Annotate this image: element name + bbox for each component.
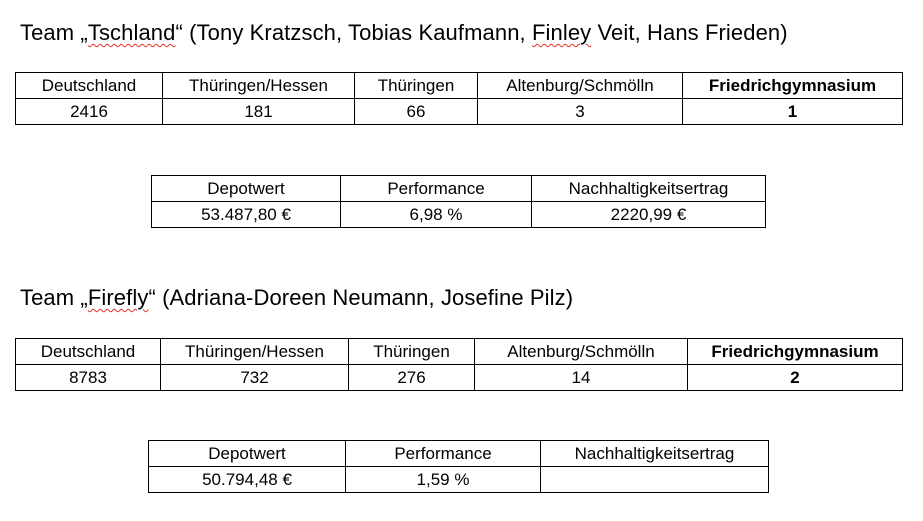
header-deutschland: Deutschland — [15, 72, 163, 99]
team1-heading-middle: “ (Tony Kratzsch, Tobias Kaufmann, — [175, 20, 532, 45]
rank-deutschland: 8783 — [15, 364, 161, 391]
value-nachhaltigkeitsertrag: 2220,99 € — [531, 201, 766, 228]
rank-deutschland: 2416 — [15, 98, 163, 125]
rank-thueringen: 276 — [348, 364, 475, 391]
team1-depot-table: Depotwert Performance Nachhaltigkeitsert… — [151, 175, 766, 228]
rank-friedrichgymnasium: 1 — [682, 98, 903, 125]
header-deutschland: Deutschland — [15, 338, 161, 365]
value-depotwert: 53.487,80 € — [151, 201, 341, 228]
team2-heading-middle: “ (Adriana-Doreen Neumann, Josefine Pilz… — [148, 285, 574, 310]
header-thueringen-hessen: Thüringen/Hessen — [160, 338, 349, 365]
rank-thueringen-hessen: 181 — [162, 98, 355, 125]
header-depotwert: Depotwert — [148, 440, 346, 467]
team1-member-finley: Finley — [531, 20, 592, 45]
table-row: 50.794,48 € 1,59 % — [148, 466, 769, 493]
header-altenburg-schmoelln: Altenburg/Schmölln — [477, 72, 683, 99]
team2-ranking-table: Deutschland Thüringen/Hessen Thüringen A… — [15, 338, 903, 391]
team2-heading: Team „Firefly“ (Adriana-Doreen Neumann, … — [20, 287, 573, 309]
header-friedrichgymnasium: Friedrichgymnasium — [682, 72, 903, 99]
team1-heading-suffix: Veit, Hans Frieden) — [591, 20, 788, 45]
rank-altenburg-schmoelln: 14 — [474, 364, 688, 391]
header-thueringen: Thüringen — [354, 72, 478, 99]
rank-friedrichgymnasium: 2 — [687, 364, 903, 391]
team2-heading-prefix: Team „ — [20, 285, 88, 310]
rank-thueringen: 66 — [354, 98, 478, 125]
header-friedrichgymnasium: Friedrichgymnasium — [687, 338, 903, 365]
team2-depot-table: Depotwert Performance Nachhaltigkeitsert… — [148, 440, 769, 493]
table-row: Depotwert Performance Nachhaltigkeitsert… — [151, 175, 766, 202]
value-depotwert: 50.794,48 € — [148, 466, 346, 493]
team1-heading-prefix: Team „ — [20, 20, 88, 45]
header-performance: Performance — [340, 175, 532, 202]
value-performance: 1,59 % — [345, 466, 541, 493]
header-nachhaltigkeitsertrag: Nachhaltigkeitsertrag — [531, 175, 766, 202]
table-row: 2416 181 66 3 1 — [15, 98, 903, 125]
table-row: Depotwert Performance Nachhaltigkeitsert… — [148, 440, 769, 467]
header-thueringen-hessen: Thüringen/Hessen — [162, 72, 355, 99]
header-performance: Performance — [345, 440, 541, 467]
table-row: Deutschland Thüringen/Hessen Thüringen A… — [15, 338, 903, 365]
header-depotwert: Depotwert — [151, 175, 341, 202]
header-nachhaltigkeitsertrag: Nachhaltigkeitsertrag — [540, 440, 769, 467]
header-altenburg-schmoelln: Altenburg/Schmölln — [474, 338, 688, 365]
value-performance: 6,98 % — [340, 201, 532, 228]
rank-altenburg-schmoelln: 3 — [477, 98, 683, 125]
team1-heading: Team „Tschland“ (Tony Kratzsch, Tobias K… — [20, 22, 788, 44]
team1-name: Tschland — [87, 20, 176, 45]
team1-ranking-table: Deutschland Thüringen/Hessen Thüringen A… — [15, 72, 903, 125]
rank-thueringen-hessen: 732 — [160, 364, 349, 391]
table-row: 53.487,80 € 6,98 % 2220,99 € — [151, 201, 766, 228]
table-row: 8783 732 276 14 2 — [15, 364, 903, 391]
header-thueringen: Thüringen — [348, 338, 475, 365]
team2-name: Firefly — [87, 285, 149, 310]
table-row: Deutschland Thüringen/Hessen Thüringen A… — [15, 72, 903, 99]
value-nachhaltigkeitsertrag — [540, 466, 769, 493]
